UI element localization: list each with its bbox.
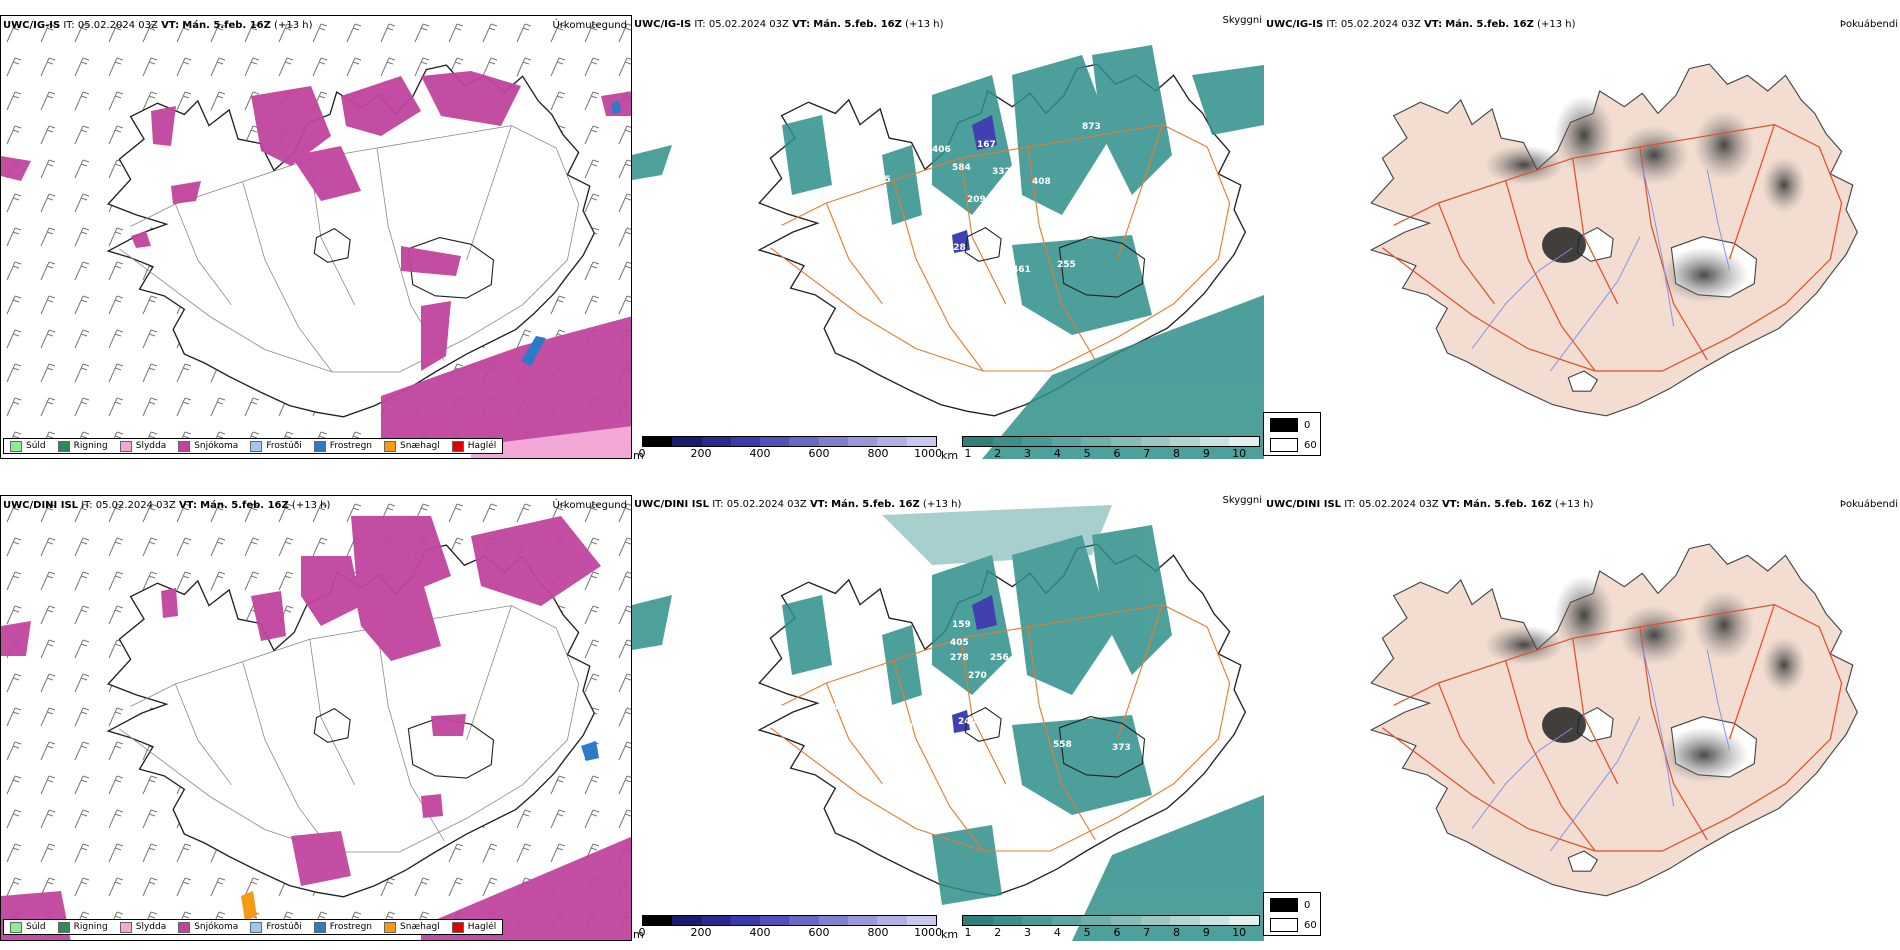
legend-swatch xyxy=(1270,418,1298,432)
cloud-map-panel-2: 159 405 278 256 270 294 540 558 373 240 … xyxy=(632,495,1264,941)
legend-swatch xyxy=(451,440,464,452)
cloud-label: 278 xyxy=(950,653,969,663)
cloudbase-unit-1: m xyxy=(633,449,644,459)
precip-map-panel-2: UWC/DINI ISL IT: 05.02.2024 03Z VT: Mán.… xyxy=(0,495,632,941)
legend-swatch xyxy=(57,921,70,933)
cloud-map-title-2: Skyggni xyxy=(1222,495,1262,506)
legend-item: Frostúði xyxy=(250,440,302,452)
cloud-label: 873 xyxy=(1082,122,1101,132)
legend-swatch xyxy=(10,921,22,933)
cloud-label: 558 xyxy=(1053,740,1072,750)
precip-map-title-1: Úrkomutegund xyxy=(552,20,627,31)
cloud-map-header-1: UWC/IG-IS IT: 05.02.2024 03Z VT: Mán. 5.… xyxy=(634,19,944,30)
cloud-label: 540 xyxy=(894,722,913,732)
legend-item: Haglél xyxy=(451,440,496,452)
fog-legend-2: 0 60 xyxy=(1263,892,1321,936)
cloudbase-unit-2: m xyxy=(633,928,644,941)
legend-swatch xyxy=(384,921,397,933)
cloud-label: 294 xyxy=(820,702,839,712)
legend-item: Rigning xyxy=(57,440,108,452)
precip-map-title-2: Úrkomutegund xyxy=(552,500,627,511)
cloud-label: 167 xyxy=(977,140,996,150)
legend-item: Snjókoma xyxy=(178,921,238,933)
cloud-label: 256 xyxy=(990,653,1009,663)
legend-item: Frostregn xyxy=(313,440,372,452)
legend-swatch xyxy=(1270,438,1298,452)
legend-swatch xyxy=(1270,898,1298,912)
cloud-label: 209 xyxy=(967,195,986,205)
cloud-label: 409 xyxy=(892,243,911,253)
cloud-label: 255 xyxy=(1057,260,1076,270)
cloud-label: 461 xyxy=(1012,265,1031,275)
precip-map-header-2: UWC/DINI ISL IT: 05.02.2024 03Z VT: Mán.… xyxy=(3,500,331,511)
legend-swatch xyxy=(313,921,326,933)
legend-item: Slydda xyxy=(119,440,166,452)
legend-item: Frostregn xyxy=(313,921,372,933)
cloud-label: 75 xyxy=(1162,220,1175,230)
fog-map-2 xyxy=(1370,543,1858,897)
visibility-unit-1: km xyxy=(941,449,959,459)
fog-map-title-2: Þokuábendi xyxy=(1839,499,1898,510)
fog-legend-1: 0 60 xyxy=(1263,412,1321,456)
cloud-label: 228 xyxy=(947,243,966,253)
precip-legend-2: Súld Rigning Slydda Snjókoma Frostúði Fr… xyxy=(3,919,504,935)
cloud-label: 496 xyxy=(1060,337,1079,347)
legend-swatch xyxy=(384,440,397,452)
legend-swatch xyxy=(57,440,70,452)
cloud-label: 373 xyxy=(1112,743,1131,753)
cloud-label: 584 xyxy=(952,163,971,173)
cloudbase-colorbar-1: 0 200 400 600 800 1000 xyxy=(639,436,942,459)
legend-item: Súld xyxy=(10,440,46,452)
legend-swatch xyxy=(178,440,191,452)
precip-map-panel-1: UWC/IG-IS IT: 05.02.2024 03Z VT: Mán. 5.… xyxy=(0,15,632,459)
legend-swatch xyxy=(250,440,263,452)
fog-map-title-1: Þokuábendi xyxy=(1839,19,1898,30)
legend-swatch xyxy=(178,921,191,933)
cloud-map-panel-1: 873 167 406 584 332 408 209 245 75 461 2… xyxy=(632,15,1264,459)
cloud-label: 270 xyxy=(968,671,987,681)
legend-swatch xyxy=(1270,918,1298,932)
legend-item: Snæhagl xyxy=(384,921,440,933)
legend-swatch xyxy=(10,440,22,452)
legend-swatch xyxy=(451,921,464,933)
cloudbase-colorbar-2: 0 200 400 600 800 1000 xyxy=(639,915,942,940)
cloud-label: 332 xyxy=(992,167,1011,177)
cloud-label: 245 xyxy=(872,175,891,185)
cloud-label: 240 xyxy=(958,717,977,727)
visibility-colorbar-2: 1 2 3 4 5 6 7 8 9 10 xyxy=(962,915,1260,940)
visibility-colorbar-1: 1 2 3 4 5 6 7 8 9 10 xyxy=(962,436,1260,459)
legend-swatch xyxy=(250,921,263,933)
fog-map-header-2: UWC/DINI ISL IT: 05.02.2024 03Z VT: Mán.… xyxy=(1266,499,1594,510)
cloud-map-header-2: UWC/DINI ISL IT: 05.02.2024 03Z VT: Mán.… xyxy=(634,499,962,510)
cloud-map-1 xyxy=(632,45,1264,459)
precip-legend-1: Súld Rigning Slydda Snjókoma Frostúði Fr… xyxy=(3,438,504,454)
legend-swatch xyxy=(119,921,132,933)
precip-map-header-1: UWC/IG-IS IT: 05.02.2024 03Z VT: Mán. 5.… xyxy=(3,20,313,31)
legend-swatch xyxy=(313,440,326,452)
legend-item: Rigning xyxy=(57,921,108,933)
cloud-label: 159 xyxy=(952,620,971,630)
legend-item: Súld xyxy=(10,921,46,933)
cloud-label: 408 xyxy=(1032,177,1051,187)
precip-map-1 xyxy=(1,16,631,458)
cloud-label: 406 xyxy=(932,145,951,155)
legend-item: Haglél xyxy=(451,921,496,933)
fog-map-header-1: UWC/IG-IS IT: 05.02.2024 03Z VT: Mán. 5.… xyxy=(1266,19,1576,30)
legend-item: Snæhagl xyxy=(384,440,440,452)
fog-map-1 xyxy=(1370,63,1858,417)
cloud-map-2 xyxy=(632,505,1264,941)
cloud-map-title-1: Skyggni xyxy=(1222,15,1262,26)
fog-map-panel-2: UWC/DINI ISL IT: 05.02.2024 03Z VT: Mán.… xyxy=(1264,495,1900,941)
visibility-unit-2: km xyxy=(941,928,959,941)
legend-item: Frostúði xyxy=(250,921,302,933)
cloud-label: 405 xyxy=(950,638,969,648)
legend-item: Snjókoma xyxy=(178,440,238,452)
legend-item: Slydda xyxy=(119,921,166,933)
legend-swatch xyxy=(119,440,132,452)
fog-map-panel-1: UWC/IG-IS IT: 05.02.2024 03Z VT: Mán. 5.… xyxy=(1264,15,1900,459)
precip-map-2 xyxy=(1,496,631,940)
